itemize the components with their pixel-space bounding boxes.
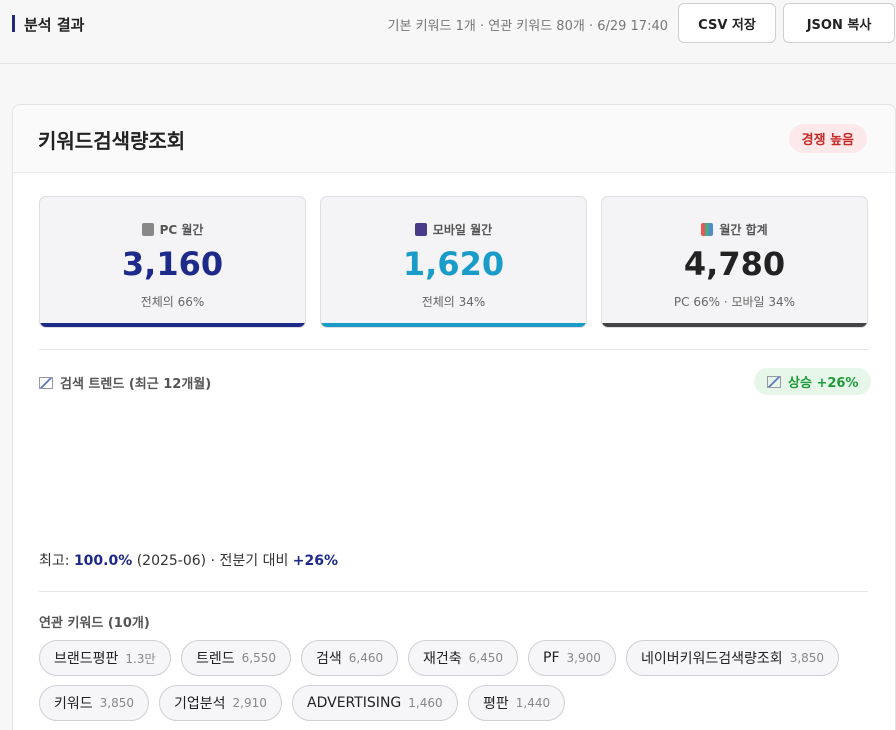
desktop-icon bbox=[141, 223, 154, 236]
total-accent-bar bbox=[602, 323, 867, 327]
section-divider bbox=[39, 349, 868, 350]
mobile-stat-value: 1,620 bbox=[402, 245, 505, 283]
csv-save-button[interactable]: CSV 저장 bbox=[678, 3, 776, 43]
compare-value: +26% bbox=[292, 553, 339, 569]
mobile-stat-share: 전체의 34% bbox=[421, 295, 486, 309]
json-copy-button[interactable]: JSON 복사 bbox=[783, 3, 895, 43]
keyword-text: 트렌드 bbox=[196, 651, 235, 667]
related-keyword-chip[interactable]: 재건축 6,450 bbox=[408, 640, 518, 676]
keyword-count: 1,440 bbox=[515, 696, 551, 710]
keyword-count: 3,900 bbox=[566, 651, 601, 665]
pc-accent-bar bbox=[40, 323, 305, 327]
keyword-text: ADVERTISING bbox=[307, 695, 402, 711]
related-keyword-chip[interactable]: 기업분석 2,910 bbox=[159, 685, 282, 721]
related-keyword-chip[interactable]: 트렌드 6,550 bbox=[181, 640, 291, 676]
header-accent-bar bbox=[12, 15, 15, 32]
keyword-count: 3,850 bbox=[99, 696, 134, 710]
keyword-text: 재건축 bbox=[423, 651, 462, 667]
bar-chart-icon bbox=[701, 223, 714, 236]
trend-chart-icon bbox=[39, 377, 53, 389]
trend-section-title: 검색 트렌드 (최근 12개월) bbox=[39, 373, 211, 392]
related-keyword-chip[interactable]: 네이버키워드검색량조회 3,850 bbox=[626, 640, 840, 676]
keyword-text: 네이버키워드검색량조회 bbox=[641, 651, 783, 667]
section-divider bbox=[39, 591, 868, 592]
analysis-meta: 기본 키워드 1개 · 연관 키워드 80개 · 6/29 17:40 bbox=[387, 19, 668, 34]
keyword-count: 6,550 bbox=[241, 651, 276, 665]
related-keywords-title: 연관 키워드 (10개) bbox=[39, 616, 150, 631]
keyword-count: 1.3만 bbox=[125, 651, 156, 666]
trend-up-badge: 상승 +26% bbox=[754, 368, 872, 395]
keyword-text: 검색 bbox=[316, 651, 342, 667]
keyword-count: 2,910 bbox=[232, 696, 267, 710]
keyword-text: 키워드 bbox=[54, 696, 93, 712]
mobile-stat-label: 모바일 월간 bbox=[432, 223, 493, 237]
related-keyword-chip[interactable]: 브랜드평판 1.3만 bbox=[39, 640, 171, 676]
keyword-text: 평판 bbox=[483, 696, 509, 712]
related-keyword-chip[interactable]: 평판 1,440 bbox=[468, 685, 566, 721]
keyword-text: 기업분석 bbox=[174, 696, 226, 712]
mobile-monthly-stat: 모바일 월간 1,620 전체의 34% bbox=[320, 196, 587, 328]
keyword-count: 6,460 bbox=[348, 651, 384, 665]
trend-summary: 최고: 100.0% (2025-06) · 전분기 대비 +26% bbox=[39, 553, 339, 569]
max-value: 100.0% bbox=[73, 553, 133, 569]
mobile-accent-bar bbox=[321, 323, 586, 327]
keyword-count: 6,450 bbox=[468, 651, 503, 665]
keyword-count: 3,850 bbox=[789, 651, 825, 665]
keyword-text: 브랜드평판 bbox=[54, 651, 119, 667]
pc-stat-label: PC 월간 bbox=[159, 223, 204, 237]
related-keyword-chip[interactable]: 키워드 3,850 bbox=[39, 685, 149, 721]
total-stat-value: 4,780 bbox=[683, 245, 786, 283]
related-keyword-chip[interactable]: PF 3,900 bbox=[528, 640, 616, 676]
pc-stat-share: 전체의 66% bbox=[140, 295, 205, 309]
max-date: (2025-06) bbox=[136, 553, 207, 569]
keyword-title: 키워드검색량조회 bbox=[38, 129, 186, 153]
competition-badge: 경쟁 높음 bbox=[788, 124, 867, 153]
keyword-text: PF bbox=[543, 650, 560, 666]
total-stat-share: PC 66% · 모바일 34% bbox=[673, 295, 796, 309]
trend-up-icon bbox=[767, 375, 781, 388]
page-title: 분석 결과 bbox=[24, 16, 85, 34]
card-header: 키워드검색량조회 경쟁 높음 bbox=[13, 105, 895, 173]
keyword-count: 1,460 bbox=[408, 696, 443, 710]
related-keyword-chip[interactable]: ADVERTISING 1,460 bbox=[292, 685, 458, 721]
total-stat-label: 월간 합계 bbox=[719, 223, 768, 237]
search-trend-chart: 100.0%06월09월12월03월05월 bbox=[12, 292, 896, 422]
keyword-result-card: 키워드검색량조회 경쟁 높음 PC 월간 3,160 전체의 66% 모바일 월… bbox=[12, 104, 896, 730]
total-monthly-stat: 월간 합계 4,780 PC 66% · 모바일 34% bbox=[601, 196, 868, 328]
related-keyword-chip[interactable]: 검색 6,460 bbox=[301, 640, 399, 676]
pc-stat-value: 3,160 bbox=[121, 245, 224, 283]
mobile-phone-icon bbox=[414, 223, 427, 236]
pc-monthly-stat: PC 월간 3,160 전체의 66% bbox=[39, 196, 306, 328]
results-header: 분석 결과 기본 키워드 1개 · 연관 키워드 80개 · 6/29 17:4… bbox=[0, 0, 896, 64]
